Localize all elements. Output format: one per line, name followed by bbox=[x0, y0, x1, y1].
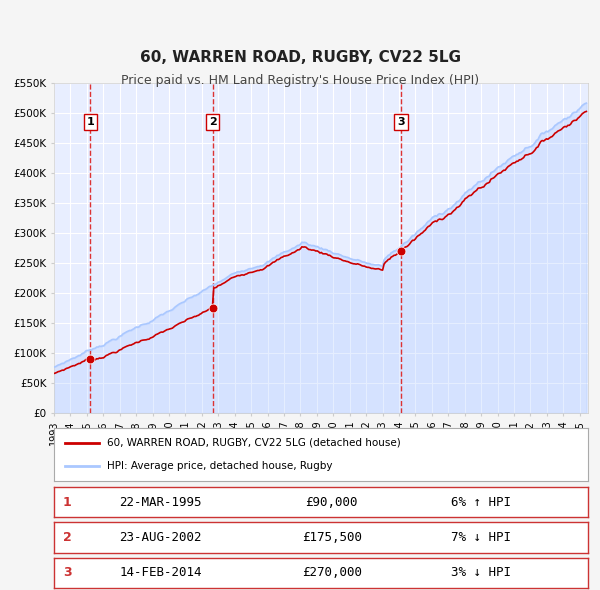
Text: 6% ↑ HPI: 6% ↑ HPI bbox=[451, 496, 511, 509]
Text: 3: 3 bbox=[63, 566, 71, 579]
Text: £270,000: £270,000 bbox=[302, 566, 362, 579]
Text: HPI: Average price, detached house, Rugby: HPI: Average price, detached house, Rugb… bbox=[107, 461, 333, 471]
Text: £90,000: £90,000 bbox=[305, 496, 358, 509]
Point bbox=[208, 303, 217, 312]
Text: £175,500: £175,500 bbox=[302, 531, 362, 544]
Text: 22-MAR-1995: 22-MAR-1995 bbox=[119, 496, 202, 509]
Text: Price paid vs. HM Land Registry's House Price Index (HPI): Price paid vs. HM Land Registry's House … bbox=[121, 74, 479, 87]
Text: 60, WARREN ROAD, RUGBY, CV22 5LG (detached house): 60, WARREN ROAD, RUGBY, CV22 5LG (detach… bbox=[107, 438, 401, 448]
Text: 7% ↓ HPI: 7% ↓ HPI bbox=[451, 531, 511, 544]
Text: 3: 3 bbox=[397, 117, 405, 127]
Point bbox=[86, 354, 95, 363]
Text: 14-FEB-2014: 14-FEB-2014 bbox=[119, 566, 202, 579]
Point bbox=[396, 246, 406, 255]
Text: 60, WARREN ROAD, RUGBY, CV22 5LG: 60, WARREN ROAD, RUGBY, CV22 5LG bbox=[139, 50, 461, 65]
Text: 23-AUG-2002: 23-AUG-2002 bbox=[119, 531, 202, 544]
Text: 1: 1 bbox=[86, 117, 94, 127]
Text: 1: 1 bbox=[63, 496, 72, 509]
Text: 3% ↓ HPI: 3% ↓ HPI bbox=[451, 566, 511, 579]
Text: 2: 2 bbox=[63, 531, 72, 544]
Text: 2: 2 bbox=[209, 117, 217, 127]
